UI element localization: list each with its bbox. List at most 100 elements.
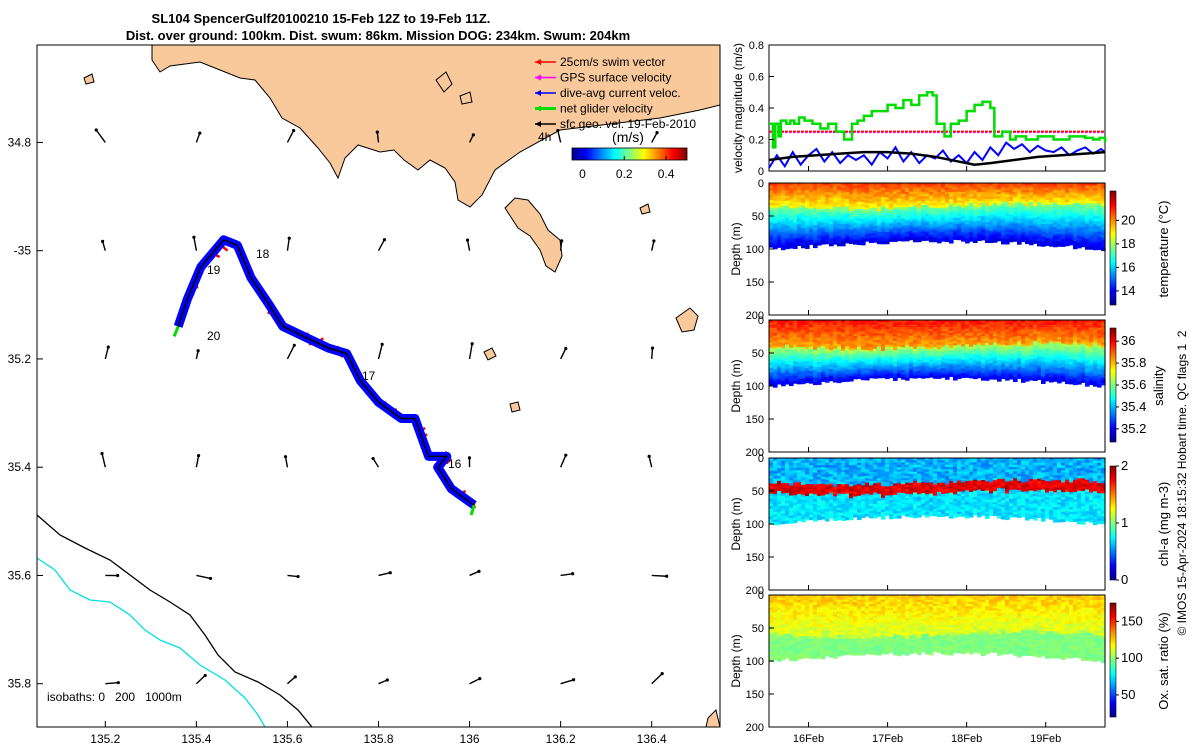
profile-cell	[849, 217, 854, 221]
profile-cell	[829, 197, 834, 201]
profile-cell	[773, 320, 778, 324]
profile-cell	[977, 333, 982, 337]
profile-cell	[877, 366, 882, 370]
profile-cell	[1061, 214, 1066, 218]
profile-cell	[897, 375, 902, 379]
profile-cell	[1093, 226, 1098, 230]
profile-cell	[885, 355, 890, 359]
profile-cell	[813, 334, 818, 338]
profile-cell	[841, 243, 846, 247]
profile-cell	[1065, 356, 1070, 360]
profile-cell	[1089, 221, 1094, 225]
profile-cell	[1073, 329, 1078, 334]
profile-cell	[921, 322, 926, 326]
profile-cell	[1041, 195, 1046, 199]
profile-cell	[889, 239, 894, 242]
profile-cell	[941, 322, 946, 326]
profile-cell	[1085, 355, 1090, 359]
profile-cell	[769, 488, 774, 492]
profile-cell	[845, 233, 850, 237]
profile-cell	[769, 473, 774, 477]
profile-cell	[949, 322, 954, 325]
profile-cell	[825, 194, 830, 198]
profile-cell	[781, 236, 786, 240]
profile-cell	[1085, 238, 1090, 243]
profile-cell	[869, 337, 874, 341]
profile-cell	[849, 222, 854, 226]
profile-cell	[925, 368, 930, 372]
profile-cell	[797, 344, 802, 348]
profile-cell	[853, 360, 858, 364]
profile-cell	[1093, 185, 1098, 189]
profile-cell	[957, 324, 962, 328]
profile-cell	[1073, 213, 1078, 217]
profile-cell	[1101, 342, 1106, 346]
profile-cell	[929, 183, 934, 186]
profile-cell	[933, 362, 938, 366]
profile-cell	[1013, 191, 1018, 195]
profile-cell	[957, 219, 962, 223]
profile-cell	[813, 242, 818, 246]
profile-cell	[805, 503, 810, 507]
profile-cell	[917, 324, 922, 328]
profile-cell	[861, 237, 866, 241]
profile-cell	[1033, 364, 1038, 368]
profile-cell	[941, 355, 946, 359]
profile-cell	[1053, 209, 1058, 213]
profile-cell	[1057, 209, 1062, 213]
profile-cell	[1033, 338, 1038, 342]
profile-cell	[781, 483, 786, 487]
profile-cell	[1085, 327, 1090, 331]
profile-cell	[969, 322, 974, 326]
profile-cell	[789, 520, 794, 524]
profile-cell	[833, 201, 838, 205]
profile-cell	[993, 192, 998, 195]
profile-cell	[1033, 368, 1038, 372]
profile-cell	[781, 473, 786, 477]
profile-cell	[805, 205, 810, 209]
profile-cell	[877, 185, 882, 189]
profile-cell	[789, 237, 794, 242]
profile-cell	[1085, 330, 1090, 334]
profile-cell	[917, 189, 922, 193]
profile-cell	[881, 342, 886, 345]
profile-cell	[781, 325, 786, 329]
profile-cell	[817, 327, 822, 331]
profile-cell	[1089, 246, 1094, 250]
geo-velocity-arrowhead	[382, 238, 387, 242]
profile-cell	[797, 462, 802, 466]
profile-cell	[817, 206, 822, 210]
profile-cell	[825, 355, 830, 359]
profile-cell	[1017, 197, 1022, 201]
profile-cell	[1045, 190, 1050, 194]
profile-cell	[901, 207, 906, 211]
profile-cell	[1077, 220, 1082, 224]
profile-cell	[993, 374, 998, 378]
profile-cell	[845, 231, 850, 235]
profile-cell	[829, 326, 834, 330]
profile-cell	[797, 460, 802, 464]
profile-cell	[829, 243, 834, 247]
profile-cell	[937, 351, 942, 355]
profile-cell	[841, 379, 846, 383]
profile-cell	[781, 185, 786, 189]
profile-cell	[977, 216, 982, 219]
profile-cell	[1057, 339, 1062, 343]
profile-cell	[973, 196, 978, 200]
profile-cell	[1085, 340, 1090, 344]
profile-cell	[769, 215, 774, 219]
profile-cell	[893, 203, 898, 207]
profile-cell	[825, 324, 830, 328]
profile-cell	[873, 198, 878, 202]
profile-cell	[777, 329, 782, 333]
profile-cell	[793, 517, 798, 521]
profile-cell	[997, 327, 1002, 330]
profile-cell	[857, 220, 862, 224]
profile-cell	[897, 335, 902, 339]
profile-cell	[793, 240, 798, 244]
profile-cell	[929, 333, 934, 336]
profile-cell	[985, 340, 990, 344]
profile-cell	[1069, 373, 1074, 378]
profile-cell	[793, 495, 798, 499]
profile-cell	[941, 214, 946, 218]
